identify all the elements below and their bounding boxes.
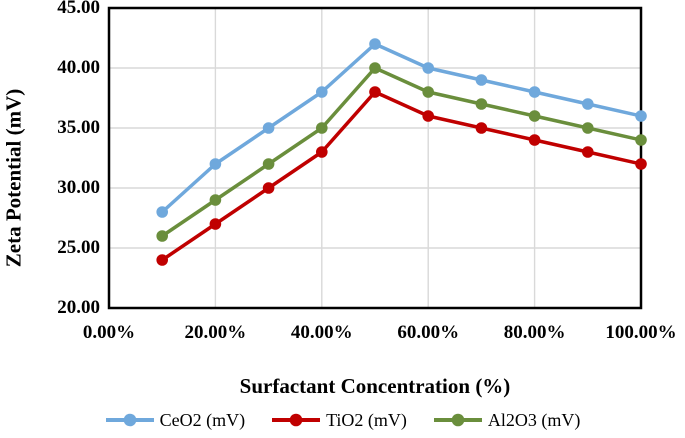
series-point-tio2 bbox=[316, 146, 328, 158]
y-tick-label: 45.00 bbox=[57, 0, 100, 18]
line-circle-marker-icon bbox=[105, 413, 154, 427]
series-point-tio2 bbox=[209, 218, 222, 230]
x-tick-label: 100.00% bbox=[605, 322, 677, 343]
series-point-ceo2 bbox=[528, 86, 541, 98]
series-point-ceo2 bbox=[369, 38, 381, 50]
legend-label: Al2O3 (mV) bbox=[487, 410, 581, 430]
line-circle-marker-icon bbox=[433, 413, 482, 427]
x-tick-label: 0.00% bbox=[82, 322, 136, 343]
series-point-tio2 bbox=[582, 146, 594, 158]
series-point-al2o3 bbox=[635, 134, 647, 146]
series-point-al2o3 bbox=[262, 158, 275, 170]
series-point-tio2 bbox=[635, 158, 647, 170]
series-point-tio2 bbox=[262, 182, 275, 194]
series-point-tio2 bbox=[475, 122, 488, 134]
x-tick-label: 60.00% bbox=[397, 322, 460, 343]
series-point-ceo2 bbox=[582, 98, 594, 110]
series-point-tio2 bbox=[528, 134, 541, 146]
series-point-tio2 bbox=[422, 110, 435, 122]
series-point-al2o3 bbox=[156, 230, 168, 242]
series-point-al2o3 bbox=[422, 86, 435, 98]
series-line-ceo2 bbox=[160, 42, 643, 214]
series-point-ceo2 bbox=[209, 158, 222, 170]
y-tick-label: 30.00 bbox=[57, 177, 100, 198]
series-line-al2o3 bbox=[160, 66, 643, 238]
legend-label: TiO2 (mV) bbox=[326, 410, 407, 430]
series-point-al2o3 bbox=[582, 122, 594, 134]
series-point-al2o3 bbox=[316, 122, 328, 134]
x-tick-label: 20.00% bbox=[184, 322, 247, 343]
x-axis-title: Surfactant Concentration (%) bbox=[239, 374, 511, 398]
series-point-ceo2 bbox=[422, 62, 435, 74]
series-point-al2o3 bbox=[209, 194, 222, 206]
y-tick-label: 35.00 bbox=[57, 117, 100, 138]
series-line-tio2 bbox=[160, 90, 643, 262]
legend-item-tio2: TiO2 (mV) bbox=[271, 408, 407, 432]
legend-label: CeO2 (mV) bbox=[159, 410, 246, 430]
series-point-ceo2 bbox=[635, 110, 647, 122]
y-tick-label: 20.00 bbox=[57, 297, 100, 318]
legend: CeO2 (mV) TiO2 (mV) Al2O3 (mV) bbox=[0, 405, 685, 435]
y-tick-label: 40.00 bbox=[57, 57, 100, 78]
series-point-ceo2 bbox=[316, 86, 328, 98]
y-tick-label: 25.00 bbox=[57, 237, 100, 258]
series-point-tio2 bbox=[156, 254, 168, 266]
series-point-al2o3 bbox=[369, 62, 381, 74]
x-tick-label: 40.00% bbox=[290, 322, 353, 343]
x-tick-label: 80.00% bbox=[503, 322, 566, 343]
series-point-al2o3 bbox=[528, 110, 541, 122]
series-point-tio2 bbox=[369, 86, 381, 98]
legend-item-al2o3: Al2O3 (mV) bbox=[433, 408, 581, 432]
series-point-ceo2 bbox=[475, 74, 488, 86]
series-point-al2o3 bbox=[475, 98, 488, 110]
series-point-ceo2 bbox=[262, 122, 275, 134]
line-circle-marker-icon bbox=[272, 413, 321, 427]
legend-item-ceo2: CeO2 (mV) bbox=[105, 408, 245, 432]
plot-border bbox=[107, 6, 643, 310]
series-point-ceo2 bbox=[156, 206, 168, 218]
